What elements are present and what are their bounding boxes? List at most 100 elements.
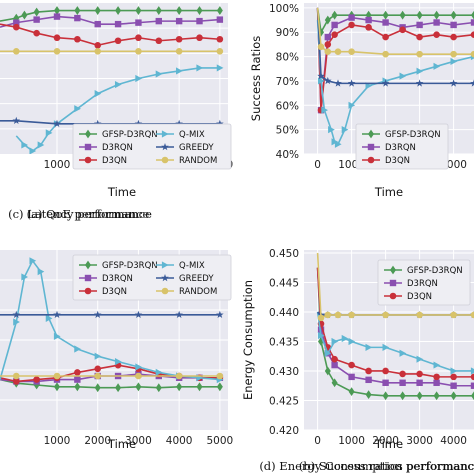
data-point-gfsp-d3rqn bbox=[382, 391, 389, 401]
data-point-q-mix bbox=[94, 352, 102, 360]
data-point-q-mix bbox=[53, 332, 61, 340]
data-point-gfsp-d3rqn bbox=[155, 6, 162, 15]
data-point-q-mix bbox=[470, 367, 474, 375]
data-point-d3rqn bbox=[216, 16, 224, 23]
data-point-d3rqn bbox=[470, 382, 474, 389]
y-tick-label: 60% bbox=[276, 100, 299, 112]
data-point-greedy bbox=[470, 79, 474, 87]
data-point-d3rqn bbox=[382, 379, 389, 386]
series-group bbox=[0, 6, 224, 154]
data-point-q-mix bbox=[399, 72, 407, 80]
data-point-gfsp-d3rqn bbox=[471, 10, 474, 20]
data-point-q-mix bbox=[317, 331, 325, 340]
data-point-d3qn bbox=[470, 31, 474, 38]
x-tick-label: 3000 bbox=[125, 435, 152, 447]
data-point-random bbox=[94, 372, 102, 380]
data-point-q-mix bbox=[21, 141, 29, 149]
data-point-d3qn bbox=[365, 24, 372, 31]
data-point-random bbox=[53, 48, 61, 55]
data-point-gfsp-d3rqn bbox=[21, 10, 28, 20]
data-point-gfsp-d3rqn bbox=[471, 391, 474, 401]
data-point-greedy bbox=[216, 119, 224, 128]
y-tick-label: 0.440 bbox=[269, 307, 299, 319]
y-tick-label: 0.430 bbox=[269, 366, 299, 378]
y-axis-label: Success Ratios bbox=[249, 36, 263, 121]
x-tick-label: 2000 bbox=[84, 435, 111, 447]
data-point-d3qn bbox=[399, 370, 406, 378]
data-point-random bbox=[470, 311, 474, 319]
data-point-gfsp-d3rqn bbox=[115, 6, 122, 15]
data-point-d3rqn bbox=[433, 19, 440, 26]
data-point-d3rqn bbox=[33, 16, 40, 23]
data-point-d3rqn bbox=[74, 376, 81, 383]
data-point-gfsp-d3rqn bbox=[94, 383, 101, 393]
data-point-q-mix bbox=[317, 77, 325, 85]
data-point-random bbox=[382, 50, 389, 58]
data-point-random bbox=[216, 372, 224, 380]
data-point-q-mix bbox=[382, 343, 390, 351]
data-point-gfsp-d3rqn bbox=[416, 391, 423, 401]
panel-caption: (a) QoE performance bbox=[27, 207, 150, 221]
legend-label: GFSP-D3RQN bbox=[407, 266, 463, 276]
series-line-gfsp-d3rqn bbox=[0, 378, 220, 389]
data-point-gfsp-d3rqn bbox=[33, 7, 40, 17]
data-point-gfsp-d3rqn bbox=[348, 387, 355, 397]
data-point-d3qn bbox=[196, 34, 203, 42]
y-tick-label: 0.435 bbox=[269, 336, 299, 348]
data-point-greedy bbox=[175, 119, 183, 128]
data-point-random bbox=[348, 311, 355, 319]
x-axis-label: Time bbox=[107, 185, 136, 199]
data-point-q-mix bbox=[433, 361, 441, 369]
data-point-q-mix bbox=[45, 314, 53, 322]
data-point-gfsp-d3rqn bbox=[216, 382, 223, 392]
data-point-d3qn bbox=[94, 41, 102, 49]
data-point-random bbox=[135, 48, 142, 55]
data-point-d3qn bbox=[382, 33, 389, 41]
data-point-d3qn bbox=[331, 31, 338, 38]
data-point-d3rqn bbox=[155, 17, 162, 25]
data-point-q-mix bbox=[416, 355, 424, 363]
data-point-d3qn bbox=[216, 35, 224, 43]
legend-marker bbox=[161, 156, 169, 164]
data-point-d3rqn bbox=[74, 14, 81, 22]
data-point-gfsp-d3rqn bbox=[94, 6, 101, 15]
legend-marker bbox=[367, 156, 375, 164]
data-point-d3qn bbox=[433, 31, 440, 38]
data-point-q-mix bbox=[29, 147, 37, 154]
data-point-gfsp-d3rqn bbox=[196, 382, 203, 392]
data-point-gfsp-d3rqn bbox=[331, 10, 338, 20]
data-point-d3rqn bbox=[348, 14, 355, 21]
data-point-greedy bbox=[12, 116, 21, 125]
data-point-greedy bbox=[334, 79, 342, 87]
legend-marker bbox=[389, 292, 397, 300]
data-point-d3qn bbox=[416, 33, 423, 41]
data-point-random bbox=[317, 314, 325, 322]
data-point-greedy bbox=[12, 310, 21, 319]
data-point-d3rqn bbox=[399, 379, 406, 386]
data-point-gfsp-d3rqn bbox=[331, 378, 338, 388]
y-tick-label: 0.420 bbox=[269, 425, 299, 437]
data-point-q-mix bbox=[13, 318, 20, 326]
legend-marker bbox=[367, 143, 375, 151]
data-point-random bbox=[324, 311, 332, 319]
x-axis-label: Time bbox=[374, 185, 403, 199]
data-point-greedy bbox=[323, 76, 332, 85]
data-point-d3rqn bbox=[94, 20, 101, 28]
data-point-d3qn bbox=[382, 367, 389, 375]
data-point-d3rqn bbox=[324, 33, 331, 41]
data-point-random bbox=[334, 311, 342, 319]
legend-label: D3RQN bbox=[102, 143, 133, 153]
data-point-q-mix bbox=[321, 106, 328, 114]
legend-label: Q-MIX bbox=[179, 261, 205, 271]
data-point-random bbox=[53, 372, 61, 380]
y-tick-label: 0.425 bbox=[269, 395, 299, 407]
data-point-gfsp-d3rqn bbox=[196, 6, 203, 15]
data-point-greedy bbox=[53, 310, 61, 319]
data-point-d3qn bbox=[450, 373, 457, 381]
y-tick-label: 0.450 bbox=[269, 248, 299, 260]
legend-marker bbox=[85, 129, 91, 139]
data-point-q-mix bbox=[155, 368, 163, 376]
data-point-gfsp-d3rqn bbox=[416, 10, 423, 20]
legend-label: D3RQN bbox=[407, 279, 438, 289]
